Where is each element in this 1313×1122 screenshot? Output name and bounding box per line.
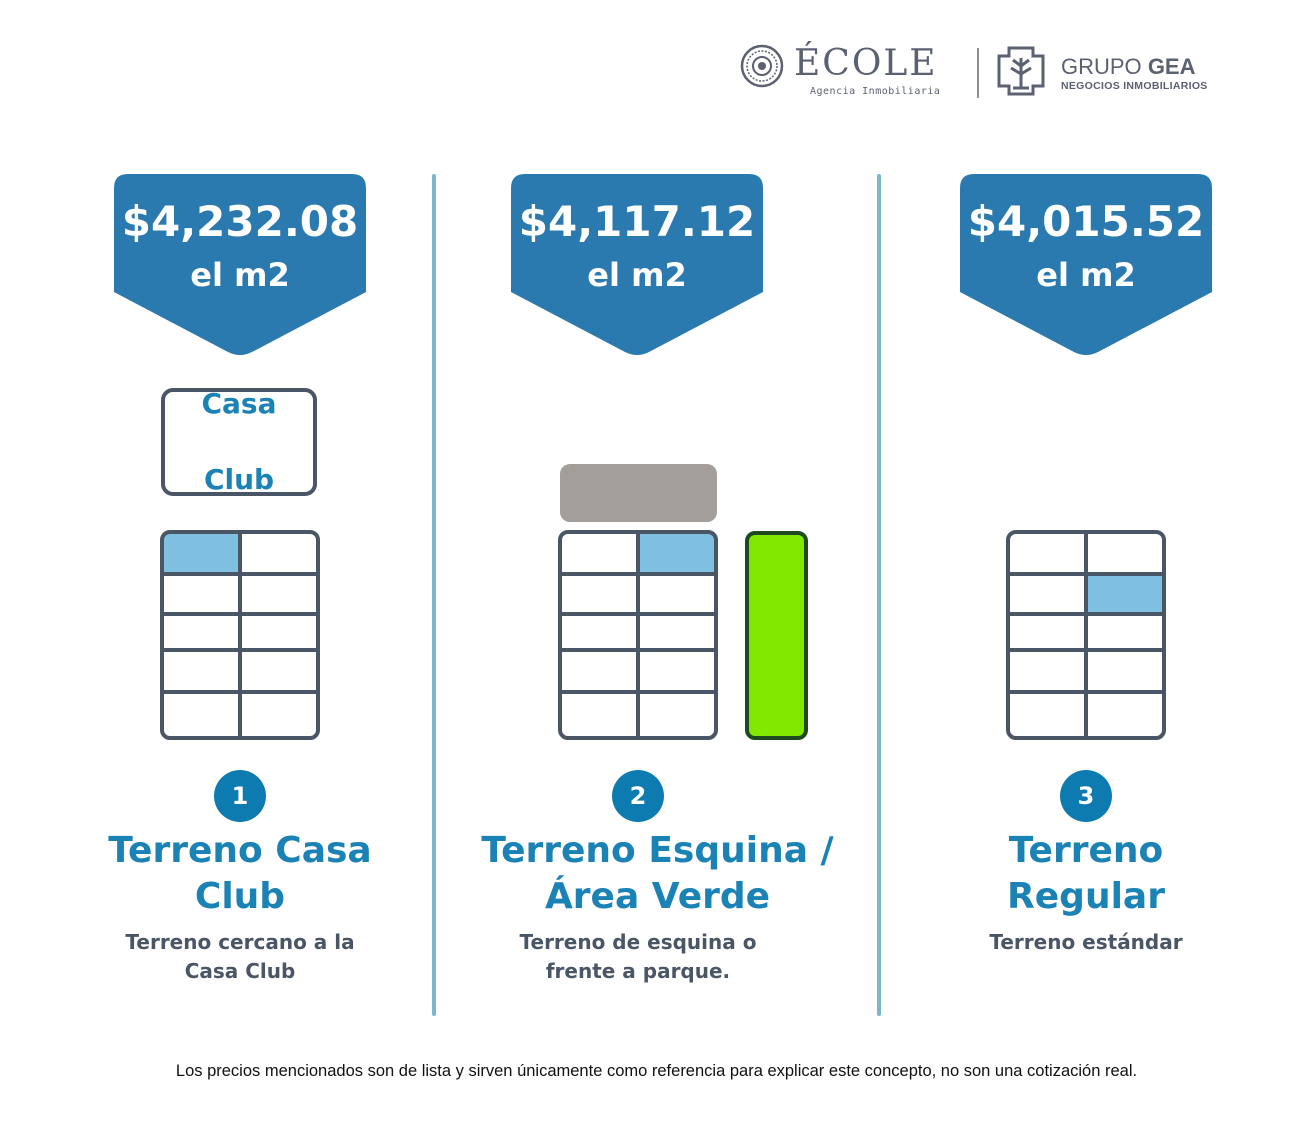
street-block <box>560 464 717 522</box>
grupo-gea-logo: GRUPO GEA NEGOCIOS INMOBILIARIOS <box>995 44 1225 100</box>
price-badge-1: $4,232.08 el m2 <box>114 174 366 356</box>
ecole-brand: ÉCOLE <box>794 43 938 84</box>
price-unit: el m2 <box>587 256 687 294</box>
option-number-1: 1 <box>214 770 266 822</box>
option-title-line1: Terreno Casa <box>108 830 372 871</box>
option-number-3: 3 <box>1060 770 1112 822</box>
gea-brand-bold: GEA <box>1147 54 1196 79</box>
option-description-line1: Terreno cercano a la <box>125 930 355 954</box>
option-description-line2: frente a parque. <box>545 959 731 983</box>
green-area-block <box>745 531 808 740</box>
option-description-line1: Terreno estándar <box>989 930 1183 954</box>
gea-brand-light: GRUPO <box>1061 54 1142 79</box>
selected-lot <box>1086 574 1163 614</box>
option-description-3: Terreno estándar <box>906 928 1266 957</box>
logo-divider <box>977 48 979 98</box>
price-badge-2: $4,117.12 el m2 <box>511 174 763 356</box>
casa-club-label: Casa Club <box>189 385 289 499</box>
lot-grid-3 <box>1006 530 1166 740</box>
ecole-logo: ÉCOLE Agencia Inmobiliaria <box>740 40 960 100</box>
option-description-2: Terreno de esquina o frente a parque. <box>458 928 818 986</box>
selected-lot <box>638 533 715 574</box>
casa-club-label-line1: Casa <box>201 387 277 420</box>
price-unit: el m2 <box>1036 256 1136 294</box>
lot-grid-2 <box>558 530 718 740</box>
selected-lot <box>163 533 240 574</box>
column-divider-2 <box>877 174 881 1016</box>
option-description-line2: Casa Club <box>184 959 296 983</box>
gea-tagline: NEGOCIOS INMOBILIARIOS <box>1061 80 1208 92</box>
option-title-2: Terreno Esquina / Área Verde <box>450 828 865 920</box>
price-value: $4,117.12 <box>518 197 756 246</box>
ecole-seal-icon <box>740 44 784 88</box>
option-description-1: Terreno cercano a la Casa Club <box>60 928 420 986</box>
casa-club-label-line2: Club <box>203 463 275 496</box>
price-value: $4,015.52 <box>967 197 1205 246</box>
price-badge-3: $4,015.52 el m2 <box>960 174 1212 356</box>
price-disclaimer: Los precios mencionados son de lista y s… <box>175 1062 1138 1080</box>
price-value: $4,232.08 <box>121 197 359 246</box>
option-title-line2: Club <box>194 876 286 917</box>
gea-brand: GRUPO GEA <box>1061 55 1196 79</box>
option-number-2: 2 <box>612 770 664 822</box>
option-title-line2: Área Verde <box>544 876 771 917</box>
lot-grid-1 <box>160 530 320 740</box>
option-title-line1: Terreno <box>1008 830 1164 871</box>
grupo-gea-logo-icon <box>997 46 1045 96</box>
option-title-3: Terreno Regular <box>906 828 1266 920</box>
price-unit: el m2 <box>190 256 290 294</box>
column-divider-1 <box>432 174 436 1016</box>
ecole-tagline: Agencia Inmobiliaria <box>810 86 941 97</box>
option-title-1: Terreno Casa Club <box>60 828 420 920</box>
option-description-line1: Terreno de esquina o <box>519 930 757 954</box>
option-title-line1: Terreno Esquina / <box>481 830 834 871</box>
casa-club-box: Casa Club <box>161 385 317 499</box>
option-title-line2: Regular <box>1007 876 1165 917</box>
